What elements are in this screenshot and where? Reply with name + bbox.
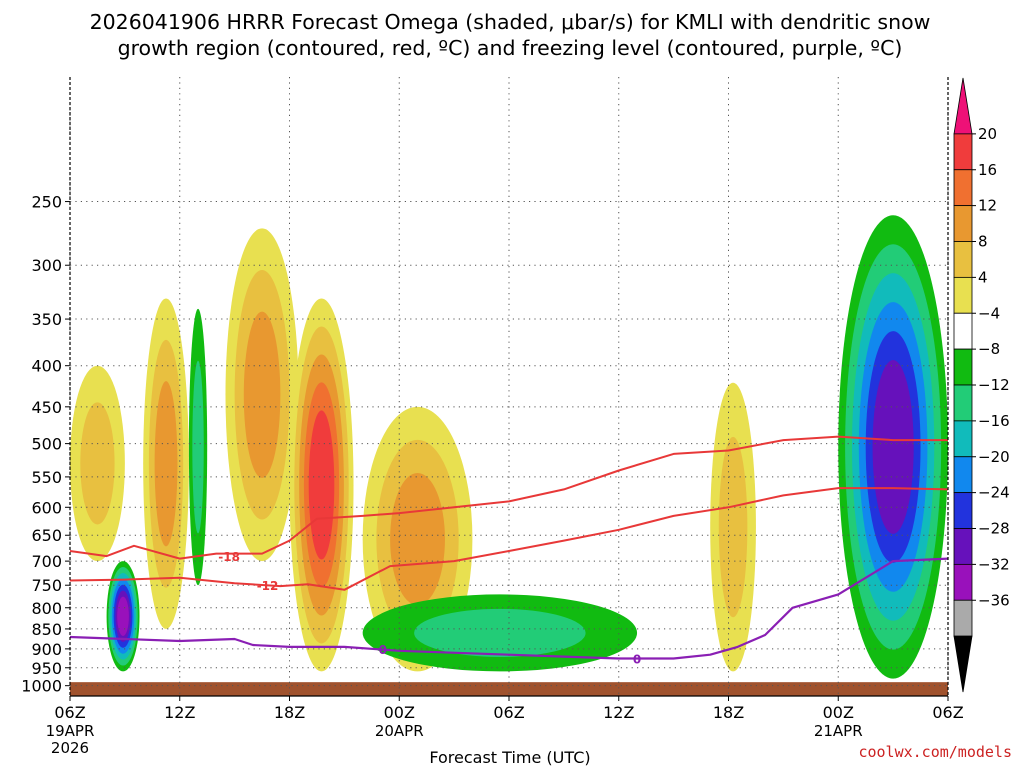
omega-region-3-level-4	[308, 410, 335, 560]
x-tick-label-6: 12Z	[164, 703, 195, 722]
credit-text: coolwx.com/models	[858, 743, 1012, 761]
x-tick-label-12: 18Z	[274, 703, 305, 722]
omega-region-6-level-1	[192, 360, 204, 534]
y-tick-label-850: 850	[31, 620, 62, 639]
colorbar-segment-3	[953, 205, 973, 242]
y-tick-label-800: 800	[31, 599, 62, 618]
colorbar-segment-2	[953, 169, 973, 207]
omega-region-9-level-5	[872, 360, 914, 534]
omega-region-5-level-6	[117, 596, 129, 636]
colorbar-label-11: −28	[978, 520, 1010, 538]
colorbar-label-7: −12	[978, 376, 1010, 394]
omega-shading	[70, 215, 948, 679]
ground-layer	[70, 682, 948, 696]
colorbar-cap-top	[953, 77, 973, 135]
y-tick-label-500: 500	[31, 435, 62, 454]
x-tick-label-0: 06Z	[54, 703, 85, 722]
omega-region-8-level-1	[718, 436, 748, 618]
dgz-label-minus18: -18	[218, 550, 240, 564]
omega-region-1-level-2	[154, 381, 178, 547]
x-tick-label-48: 06Z	[932, 703, 963, 722]
freezing-label-b: 0	[633, 652, 641, 666]
colorbar-segment-5	[953, 276, 973, 314]
y-tick-label-950: 950	[31, 659, 62, 678]
y-tick-label-250: 250	[31, 193, 62, 212]
colorbar-label-8: −16	[978, 412, 1010, 430]
colorbar-segment-12	[953, 528, 973, 565]
omega-region-4-level-2	[390, 472, 445, 606]
x-tick-date-18: 20APR	[375, 722, 424, 740]
x-tick-label-24: 06Z	[493, 703, 524, 722]
x-tick-date-42: 21APR	[814, 722, 863, 740]
x-tick-label-30: 12Z	[603, 703, 634, 722]
colorbar-segment-1	[953, 133, 973, 171]
colorbar-label-5: −4	[978, 304, 1000, 322]
x-tick-label-42: 00Z	[823, 703, 854, 722]
contour-lines: -18 -12 0 0	[69, 435, 949, 666]
dgz-label-minus12: -12	[257, 579, 279, 593]
colorbar-segment-14	[953, 599, 973, 637]
x-axis-label: Forecast Time (UTC)	[429, 748, 590, 767]
y-tick-label-700: 700	[31, 552, 62, 571]
colorbar-label-1: 16	[978, 161, 997, 179]
colorbar-segment-4	[953, 241, 973, 278]
freezing-label-a: 0	[379, 643, 387, 657]
colorbar-label-12: −32	[978, 555, 1010, 573]
y-tick-label-550: 550	[31, 468, 62, 487]
colorbar-segment-9	[953, 420, 973, 458]
y-tick-label-400: 400	[31, 357, 62, 376]
dgz-contour--12	[69, 487, 949, 591]
colorbar-label-10: −24	[978, 484, 1010, 502]
colorbar-label-0: 20	[978, 125, 997, 143]
y-tick-label-350: 350	[31, 310, 62, 329]
colorbar-label-4: 4	[978, 268, 988, 286]
colorbar: 20 16 12 8 4 −4 −8 −12 −16 −20 −24 −28 −32 −36	[953, 77, 1010, 693]
x-tick-date-0: 19APR	[46, 722, 95, 740]
colorbar-segment-11	[953, 492, 973, 529]
y-tick-label-1000: 1000	[21, 677, 62, 696]
colorbar-label-13: −36	[978, 591, 1010, 609]
omega-region-7-level-1	[414, 608, 586, 657]
dgz-contour--18	[69, 435, 948, 560]
colorbar-segment-6	[953, 312, 973, 350]
colorbar-cap-bottom	[953, 635, 973, 693]
chart-title-line2: growth region (contoured, red, ºC) and f…	[118, 36, 903, 60]
y-tick-label-600: 600	[31, 498, 62, 517]
colorbar-segment-7	[953, 348, 973, 386]
y-tick-label-300: 300	[31, 256, 62, 275]
ground-surface	[70, 682, 948, 696]
omega-region-2-level-2	[243, 311, 281, 478]
colorbar-label-9: −20	[978, 448, 1010, 466]
grid-lines	[69, 77, 949, 696]
colorbar-segment-8	[953, 384, 973, 422]
y-tick-label-650: 650	[31, 526, 62, 545]
colorbar-label-6: −8	[978, 340, 1000, 358]
x-tick-year-0: 2026	[51, 739, 89, 757]
colorbar-label-2: 12	[978, 197, 997, 215]
y-tick-label-450: 450	[31, 398, 62, 417]
freezing-level-contour	[69, 557, 949, 660]
y-tick-label-900: 900	[31, 640, 62, 659]
colorbar-segment-10	[953, 456, 973, 494]
y-axis-ticks: 2503003504004505005506006507007508008509…	[21, 193, 70, 696]
x-tick-label-18: 00Z	[384, 703, 415, 722]
chart-title-line1: 2026041906 HRRR Forecast Omega (shaded, …	[90, 10, 931, 34]
x-tick-label-36: 18Z	[713, 703, 744, 722]
colorbar-segment-13	[953, 563, 973, 601]
omega-region-0-level-1	[80, 402, 115, 525]
y-tick-label-750: 750	[31, 576, 62, 595]
colorbar-label-3: 8	[978, 233, 988, 251]
